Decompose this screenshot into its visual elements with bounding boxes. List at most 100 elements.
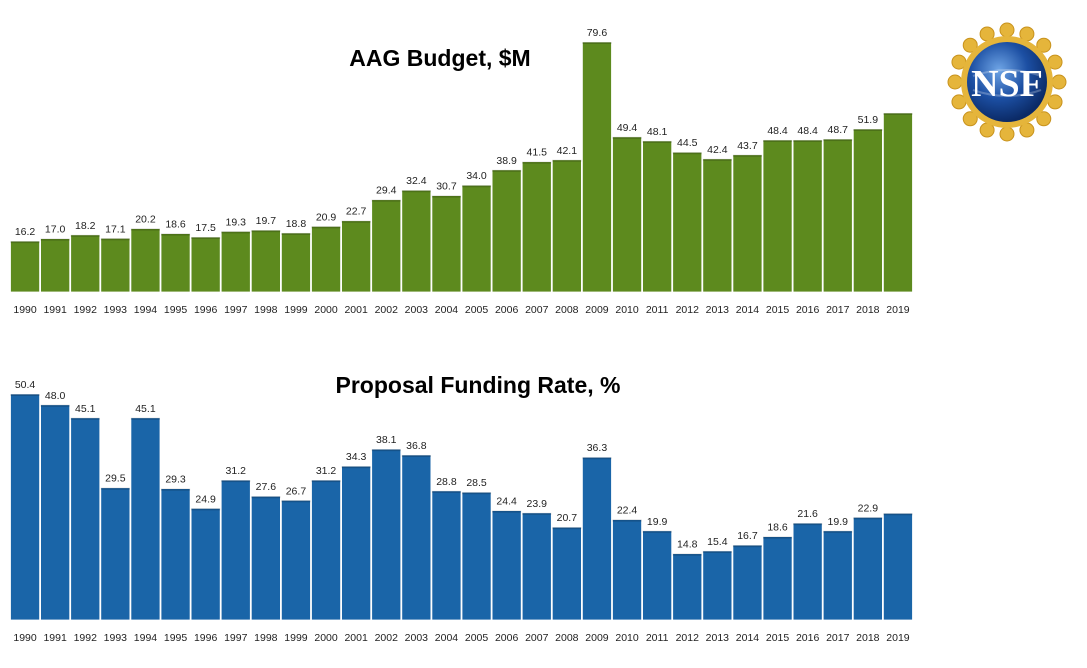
budget-data-label-2002: 29.4 <box>376 185 397 197</box>
funding-tick-label-2010: 2010 <box>615 632 639 644</box>
funding-bar-top-2019 <box>883 513 913 516</box>
funding-tick-label-2009: 2009 <box>585 632 609 644</box>
budget-tick-label-1990: 1990 <box>13 304 37 316</box>
budget-chart-title: AAG Budget, $M <box>349 45 530 71</box>
funding-tick-label-2000: 2000 <box>314 632 338 644</box>
budget-data-label-2015: 48.4 <box>767 125 788 137</box>
budget-bar-top-2018 <box>853 129 883 131</box>
funding-tick-label-2015: 2015 <box>766 632 790 644</box>
budget-data-label-2014: 43.7 <box>737 140 758 152</box>
funding-bar-top-2005 <box>462 492 492 495</box>
budget-tick-label-2000: 2000 <box>314 304 338 316</box>
funding-bar-top-2006 <box>492 510 522 513</box>
budget-data-label-2003: 32.4 <box>406 175 427 187</box>
funding-data-label-2007: 23.9 <box>527 498 548 510</box>
funding-bar-top-2017 <box>823 530 853 533</box>
budget-bar-2010 <box>612 136 643 293</box>
budget-data-label-2005: 34.0 <box>466 170 487 182</box>
funding-bar-top-2003 <box>401 454 431 457</box>
budget-tick-label-2003: 2003 <box>405 304 429 316</box>
funding-bar-1991 <box>40 404 71 621</box>
funding-data-label-1996: 24.9 <box>195 493 216 505</box>
funding-tick-label-2018: 2018 <box>856 632 880 644</box>
funding-tick-label-1996: 1996 <box>194 632 218 644</box>
budget-bar-top-2002 <box>371 199 401 202</box>
budget-bar-2001 <box>341 220 372 293</box>
budget-data-label-1999: 18.8 <box>286 218 307 230</box>
funding-bar-1999 <box>280 499 311 621</box>
budget-bar-2008 <box>551 159 582 293</box>
funding-data-label-2010: 22.4 <box>617 505 638 517</box>
nsf-logo-ray <box>1051 74 1067 90</box>
budget-bar-2003 <box>401 189 432 293</box>
funding-bar-top-2018 <box>853 517 883 520</box>
funding-bar-2014 <box>732 544 763 621</box>
budget-bar-1998 <box>250 229 281 293</box>
funding-bar-top-2001 <box>341 466 371 469</box>
budget-tick-label-2008: 2008 <box>555 304 579 316</box>
budget-bar-2006 <box>491 169 522 293</box>
budget-bar-2015 <box>762 139 793 293</box>
funding-bar-top-2015 <box>763 536 793 539</box>
budget-data-label-1991: 17.0 <box>45 224 66 236</box>
funding-data-label-1994: 45.1 <box>135 403 156 415</box>
budget-tick-label-2012: 2012 <box>676 304 700 316</box>
budget-data-label-1997: 19.3 <box>226 216 247 228</box>
funding-data-label-2016: 21.6 <box>797 508 818 520</box>
funding-bar-2017 <box>822 530 853 621</box>
budget-data-label-2011: 48.1 <box>647 126 668 138</box>
budget-bar-2000 <box>311 225 342 293</box>
funding-data-label-1998: 27.6 <box>256 481 277 493</box>
budget-bar-top-2005 <box>462 185 492 188</box>
nsf-logo-ray <box>999 22 1015 38</box>
budget-bar-2004 <box>431 195 462 293</box>
funding-tick-label-2014: 2014 <box>736 632 760 644</box>
budget-data-label-2008: 42.1 <box>557 145 578 157</box>
budget-data-label-2007: 41.5 <box>527 147 548 159</box>
funding-bar-1998 <box>250 495 281 621</box>
budget-bar-2018 <box>852 128 883 293</box>
funding-bar-2013 <box>702 550 733 621</box>
funding-tick-label-2012: 2012 <box>676 632 700 644</box>
budget-bar-top-1990 <box>10 241 40 244</box>
budget-bar-top-2016 <box>793 139 823 142</box>
funding-bar-2016 <box>792 522 823 621</box>
budget-tick-label-2007: 2007 <box>525 304 549 316</box>
budget-tick-label-2010: 2010 <box>615 304 639 316</box>
funding-tick-label-1994: 1994 <box>134 632 158 644</box>
funding-data-label-2015: 18.6 <box>767 522 788 534</box>
funding-tick-label-2006: 2006 <box>495 632 519 644</box>
budget-bar-top-2012 <box>672 152 702 155</box>
budget-chart-bars <box>10 41 913 293</box>
budget-tick-label-2014: 2014 <box>736 304 760 316</box>
funding-bar-top-2016 <box>793 523 823 526</box>
funding-chart-bars <box>10 393 913 621</box>
nsf-logo-ray <box>1036 111 1052 127</box>
funding-tick-label-1998: 1998 <box>254 632 278 644</box>
funding-tick-label-2017: 2017 <box>826 632 850 644</box>
budget-data-label-2017: 48.7 <box>828 124 849 136</box>
funding-bar-top-1995 <box>161 488 191 491</box>
funding-bar-1992 <box>70 417 101 621</box>
budget-bar-top-1994 <box>130 228 160 231</box>
budget-data-label-2006: 38.9 <box>496 155 517 167</box>
budget-bar-top-2017 <box>823 139 853 142</box>
funding-tick-label-1995: 1995 <box>164 632 188 644</box>
funding-bar-2005 <box>461 491 492 621</box>
budget-data-label-2013: 42.4 <box>707 144 728 156</box>
nsf-logo-ray <box>947 74 963 90</box>
budget-tick-label-2016: 2016 <box>796 304 820 316</box>
budget-bar-top-2010 <box>612 136 642 139</box>
funding-tick-label-2016: 2016 <box>796 632 820 644</box>
funding-tick-label-1991: 1991 <box>43 632 67 644</box>
funding-tick-label-1997: 1997 <box>224 632 248 644</box>
funding-tick-label-1999: 1999 <box>284 632 308 644</box>
budget-bar-2007 <box>521 161 552 293</box>
funding-bar-top-1994 <box>130 417 160 420</box>
funding-data-label-2011: 19.9 <box>647 516 668 528</box>
funding-bar-2006 <box>491 510 522 621</box>
budget-bar-top-2006 <box>492 169 522 172</box>
budget-bar-1991 <box>40 238 71 293</box>
funding-data-label-2017: 19.9 <box>828 516 849 528</box>
budget-bar-2013 <box>702 158 733 293</box>
